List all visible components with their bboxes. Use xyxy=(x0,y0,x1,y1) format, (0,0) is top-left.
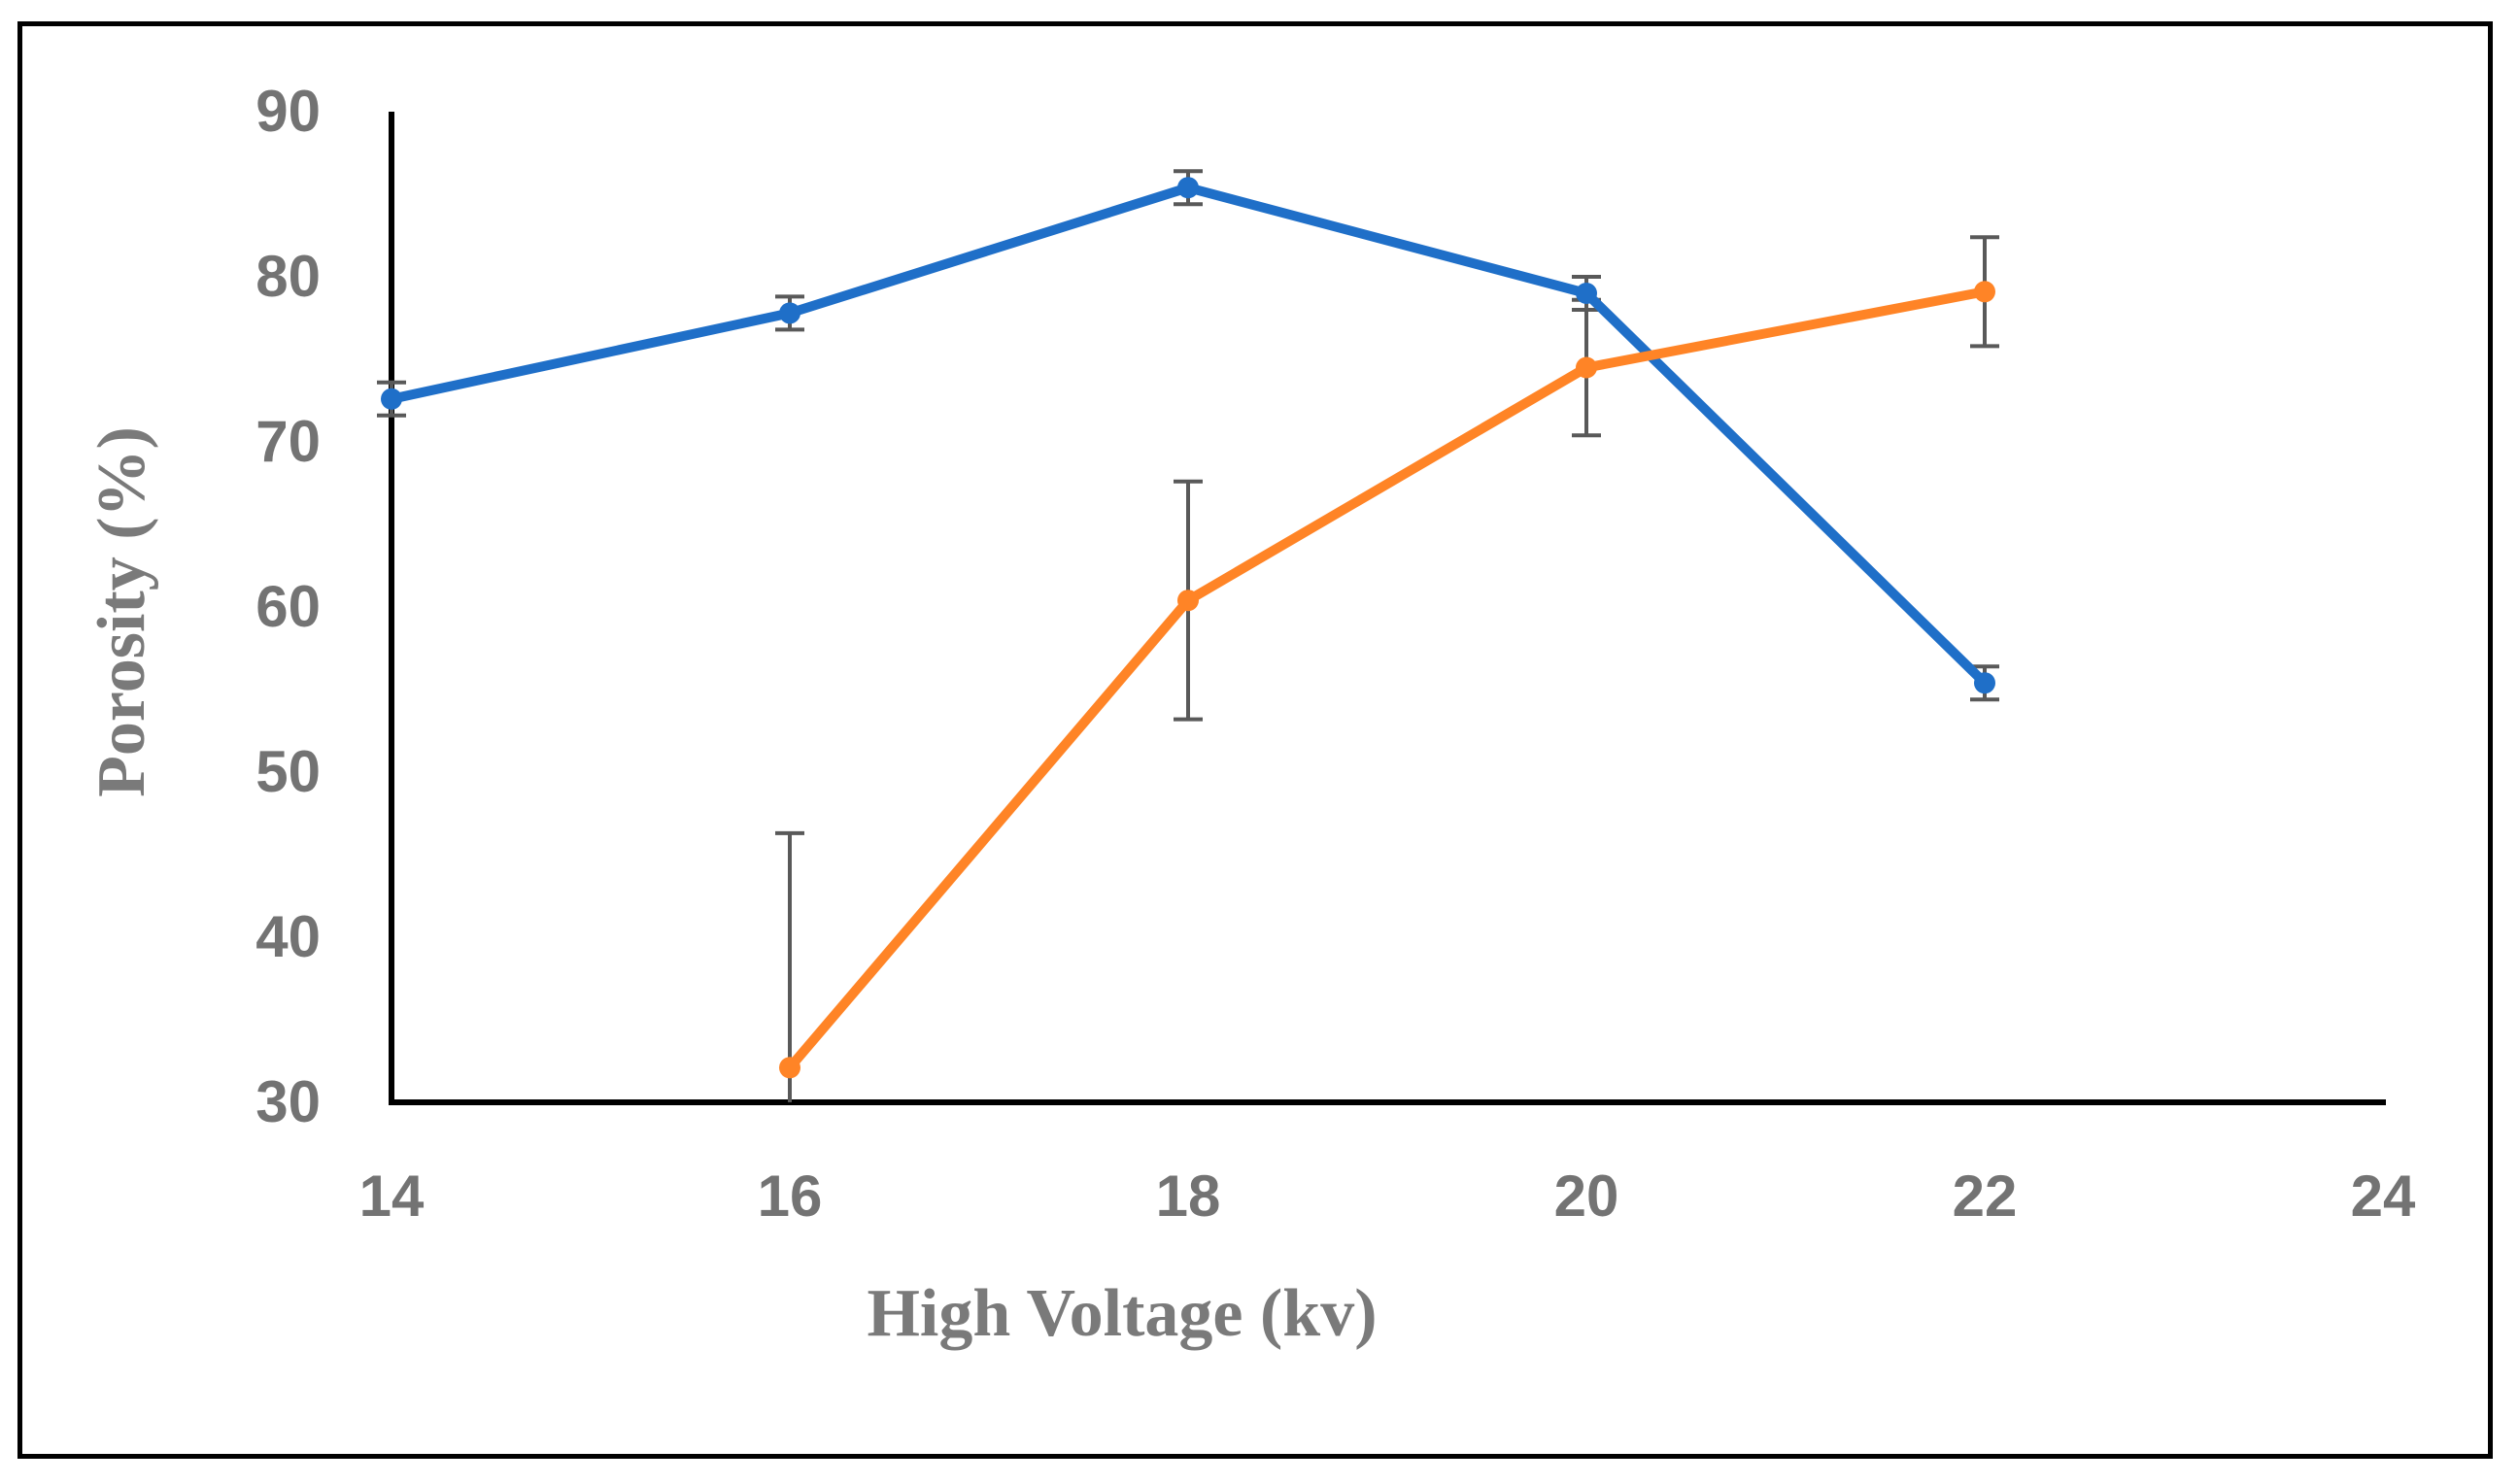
series-orange-point xyxy=(1576,356,1597,379)
x-tick-label: 20 xyxy=(1554,1164,1619,1229)
x-tick-label: 18 xyxy=(1156,1164,1221,1229)
x-axis-ticks: 14 16 18 20 22 24 xyxy=(359,1164,2416,1229)
series-orange-line xyxy=(786,287,1986,1071)
series-orange-point xyxy=(1974,281,1995,303)
y-tick-label: 30 xyxy=(255,1069,321,1134)
series-blue-point xyxy=(779,302,800,324)
x-axis-title: High Voltage (kv) xyxy=(867,1276,1377,1351)
y-tick-label: 70 xyxy=(255,409,321,474)
figure-frame xyxy=(17,21,2493,1459)
series-blue-point xyxy=(1576,283,1597,304)
y-axis-title: Porosity (%) xyxy=(85,426,159,797)
series-blue-point xyxy=(1974,672,1995,694)
series-orange-point xyxy=(779,1057,800,1079)
series-blue-point xyxy=(381,388,402,410)
y-axis-ticks: 30 40 50 60 70 80 90 xyxy=(255,79,321,1134)
data-points xyxy=(381,177,1995,1079)
series-orange-point xyxy=(1177,590,1199,612)
y-tick-label: 50 xyxy=(255,739,321,804)
x-tick-label: 16 xyxy=(758,1164,823,1229)
y-tick-label: 40 xyxy=(255,904,321,969)
error-bars xyxy=(377,169,1999,1102)
y-tick-label: 80 xyxy=(255,244,321,309)
x-tick-label: 14 xyxy=(359,1164,425,1229)
y-tick-label: 60 xyxy=(255,574,321,639)
series-blue-point xyxy=(1177,177,1199,199)
x-tick-label: 22 xyxy=(1953,1164,2018,1229)
y-tick-label: 90 xyxy=(255,79,321,144)
x-tick-label: 24 xyxy=(2351,1164,2416,1229)
